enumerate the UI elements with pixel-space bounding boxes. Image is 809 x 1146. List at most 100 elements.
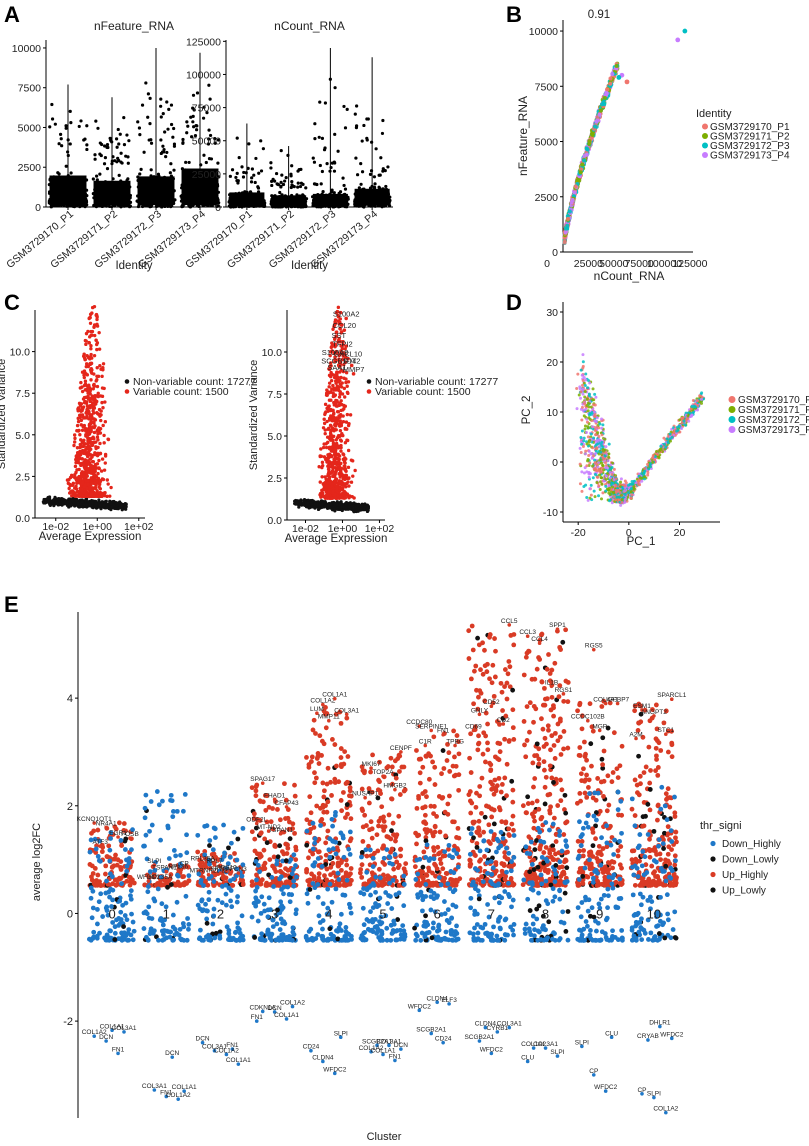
violin-1-point <box>126 161 130 165</box>
violin-2-point <box>338 190 343 194</box>
violin-0-point <box>254 156 258 161</box>
var-variable-point <box>84 342 88 347</box>
violin-1-point <box>127 139 131 143</box>
violin-1-point <box>290 179 294 184</box>
violin-3-point <box>359 192 363 196</box>
var-variable-point <box>78 432 82 437</box>
var-nonvariable-point <box>48 503 52 507</box>
var-nonvariable-point <box>68 500 72 504</box>
violin-2-point <box>136 120 140 124</box>
violin-2-point <box>161 144 165 148</box>
violin-0-point <box>85 194 89 198</box>
var-variable-point <box>105 478 110 482</box>
var-variable-point <box>101 423 105 428</box>
violin-0-point <box>85 124 89 128</box>
var-variable-point <box>75 429 79 433</box>
var-variable-point <box>86 482 91 487</box>
violin-0-point <box>84 178 89 182</box>
violin-1-point <box>301 204 306 208</box>
violin-3-point <box>369 169 374 173</box>
violin-0-point <box>85 147 89 152</box>
violin-0-point <box>75 201 80 205</box>
violin-1-point <box>105 167 110 171</box>
violin-2-point <box>137 126 142 130</box>
var-variable-point <box>95 347 99 352</box>
violin-0-point <box>83 199 87 204</box>
violin-3-point <box>194 123 198 128</box>
violin-3-point <box>381 193 385 198</box>
violin-2-point <box>159 97 163 101</box>
violin-2-point <box>325 162 329 166</box>
scatter-b-ytick-label: 2500 <box>535 192 559 204</box>
violin-2-point <box>148 96 152 100</box>
violin-1-point <box>276 183 281 187</box>
violin-3-point <box>375 195 380 199</box>
violin-1-point <box>301 198 305 203</box>
violin-1-point <box>92 203 96 208</box>
var-variable-point <box>79 402 84 406</box>
var-nonvariable-point <box>88 503 92 507</box>
violin-0-point <box>236 197 240 201</box>
violin-3-point <box>182 202 186 206</box>
violin-1-point <box>298 184 303 189</box>
legend-swatch <box>124 389 130 394</box>
var-nonvariable-point <box>61 501 65 506</box>
violin-1-point <box>122 116 126 120</box>
violin-2-point <box>330 190 334 194</box>
violin-1-point <box>125 196 129 200</box>
violin-2-point <box>322 148 327 152</box>
var-nonvariable-point <box>115 501 119 505</box>
violin-2-point <box>343 187 348 191</box>
violin-1-point <box>115 145 119 149</box>
var-variable-point <box>69 473 74 477</box>
violin-2-point <box>159 181 163 185</box>
violin-2-point <box>172 189 176 193</box>
var-variable-point <box>89 361 94 366</box>
var-variable-point <box>85 411 89 415</box>
violin-2-point <box>162 175 167 179</box>
violin-1-point <box>93 157 97 161</box>
var-variable-point <box>88 357 92 361</box>
violin-3-point <box>374 147 378 151</box>
violin-0-point <box>262 199 266 203</box>
violin-2-point <box>172 126 176 131</box>
scatter-b-point <box>598 108 603 113</box>
scatter-b-point <box>594 119 599 124</box>
violin-2-point <box>168 183 173 187</box>
violin-2-point <box>171 200 175 204</box>
violin-3-point <box>379 156 383 160</box>
violin-1-point <box>126 191 130 195</box>
var-variable-point <box>75 481 79 485</box>
violin-0-point <box>247 142 251 146</box>
violin-1-point <box>280 193 284 197</box>
violin-2-point <box>343 195 347 199</box>
violin-1-point <box>270 183 274 188</box>
violin-3-point <box>388 195 392 199</box>
violin-3-point <box>384 187 389 191</box>
violin-2-point <box>154 179 158 184</box>
violin-1-point <box>270 203 274 207</box>
violin-3-point <box>354 124 359 128</box>
violin-2-point <box>149 191 153 195</box>
var-variable-point <box>70 489 74 493</box>
violin-1-point <box>93 189 97 194</box>
violin-3-point <box>373 200 378 204</box>
violin-0-point <box>69 171 73 175</box>
var-variable-point <box>78 442 82 447</box>
legend-label: Variable count: 1500 <box>133 386 229 398</box>
violin-3-point <box>193 134 198 138</box>
violin-0-point <box>230 168 235 172</box>
violin-3-point <box>201 180 205 184</box>
violin-1-point <box>112 181 116 185</box>
violin-3-point <box>360 170 365 174</box>
violin-0-point <box>64 164 68 168</box>
var-variable-point <box>82 438 86 443</box>
violin-3-point <box>185 188 190 192</box>
var-variable-point <box>95 478 99 483</box>
var-variable-point <box>72 433 77 437</box>
var-variable-point <box>92 372 96 376</box>
var-nonvariable-point <box>56 497 60 501</box>
violin-1-point <box>119 151 123 155</box>
